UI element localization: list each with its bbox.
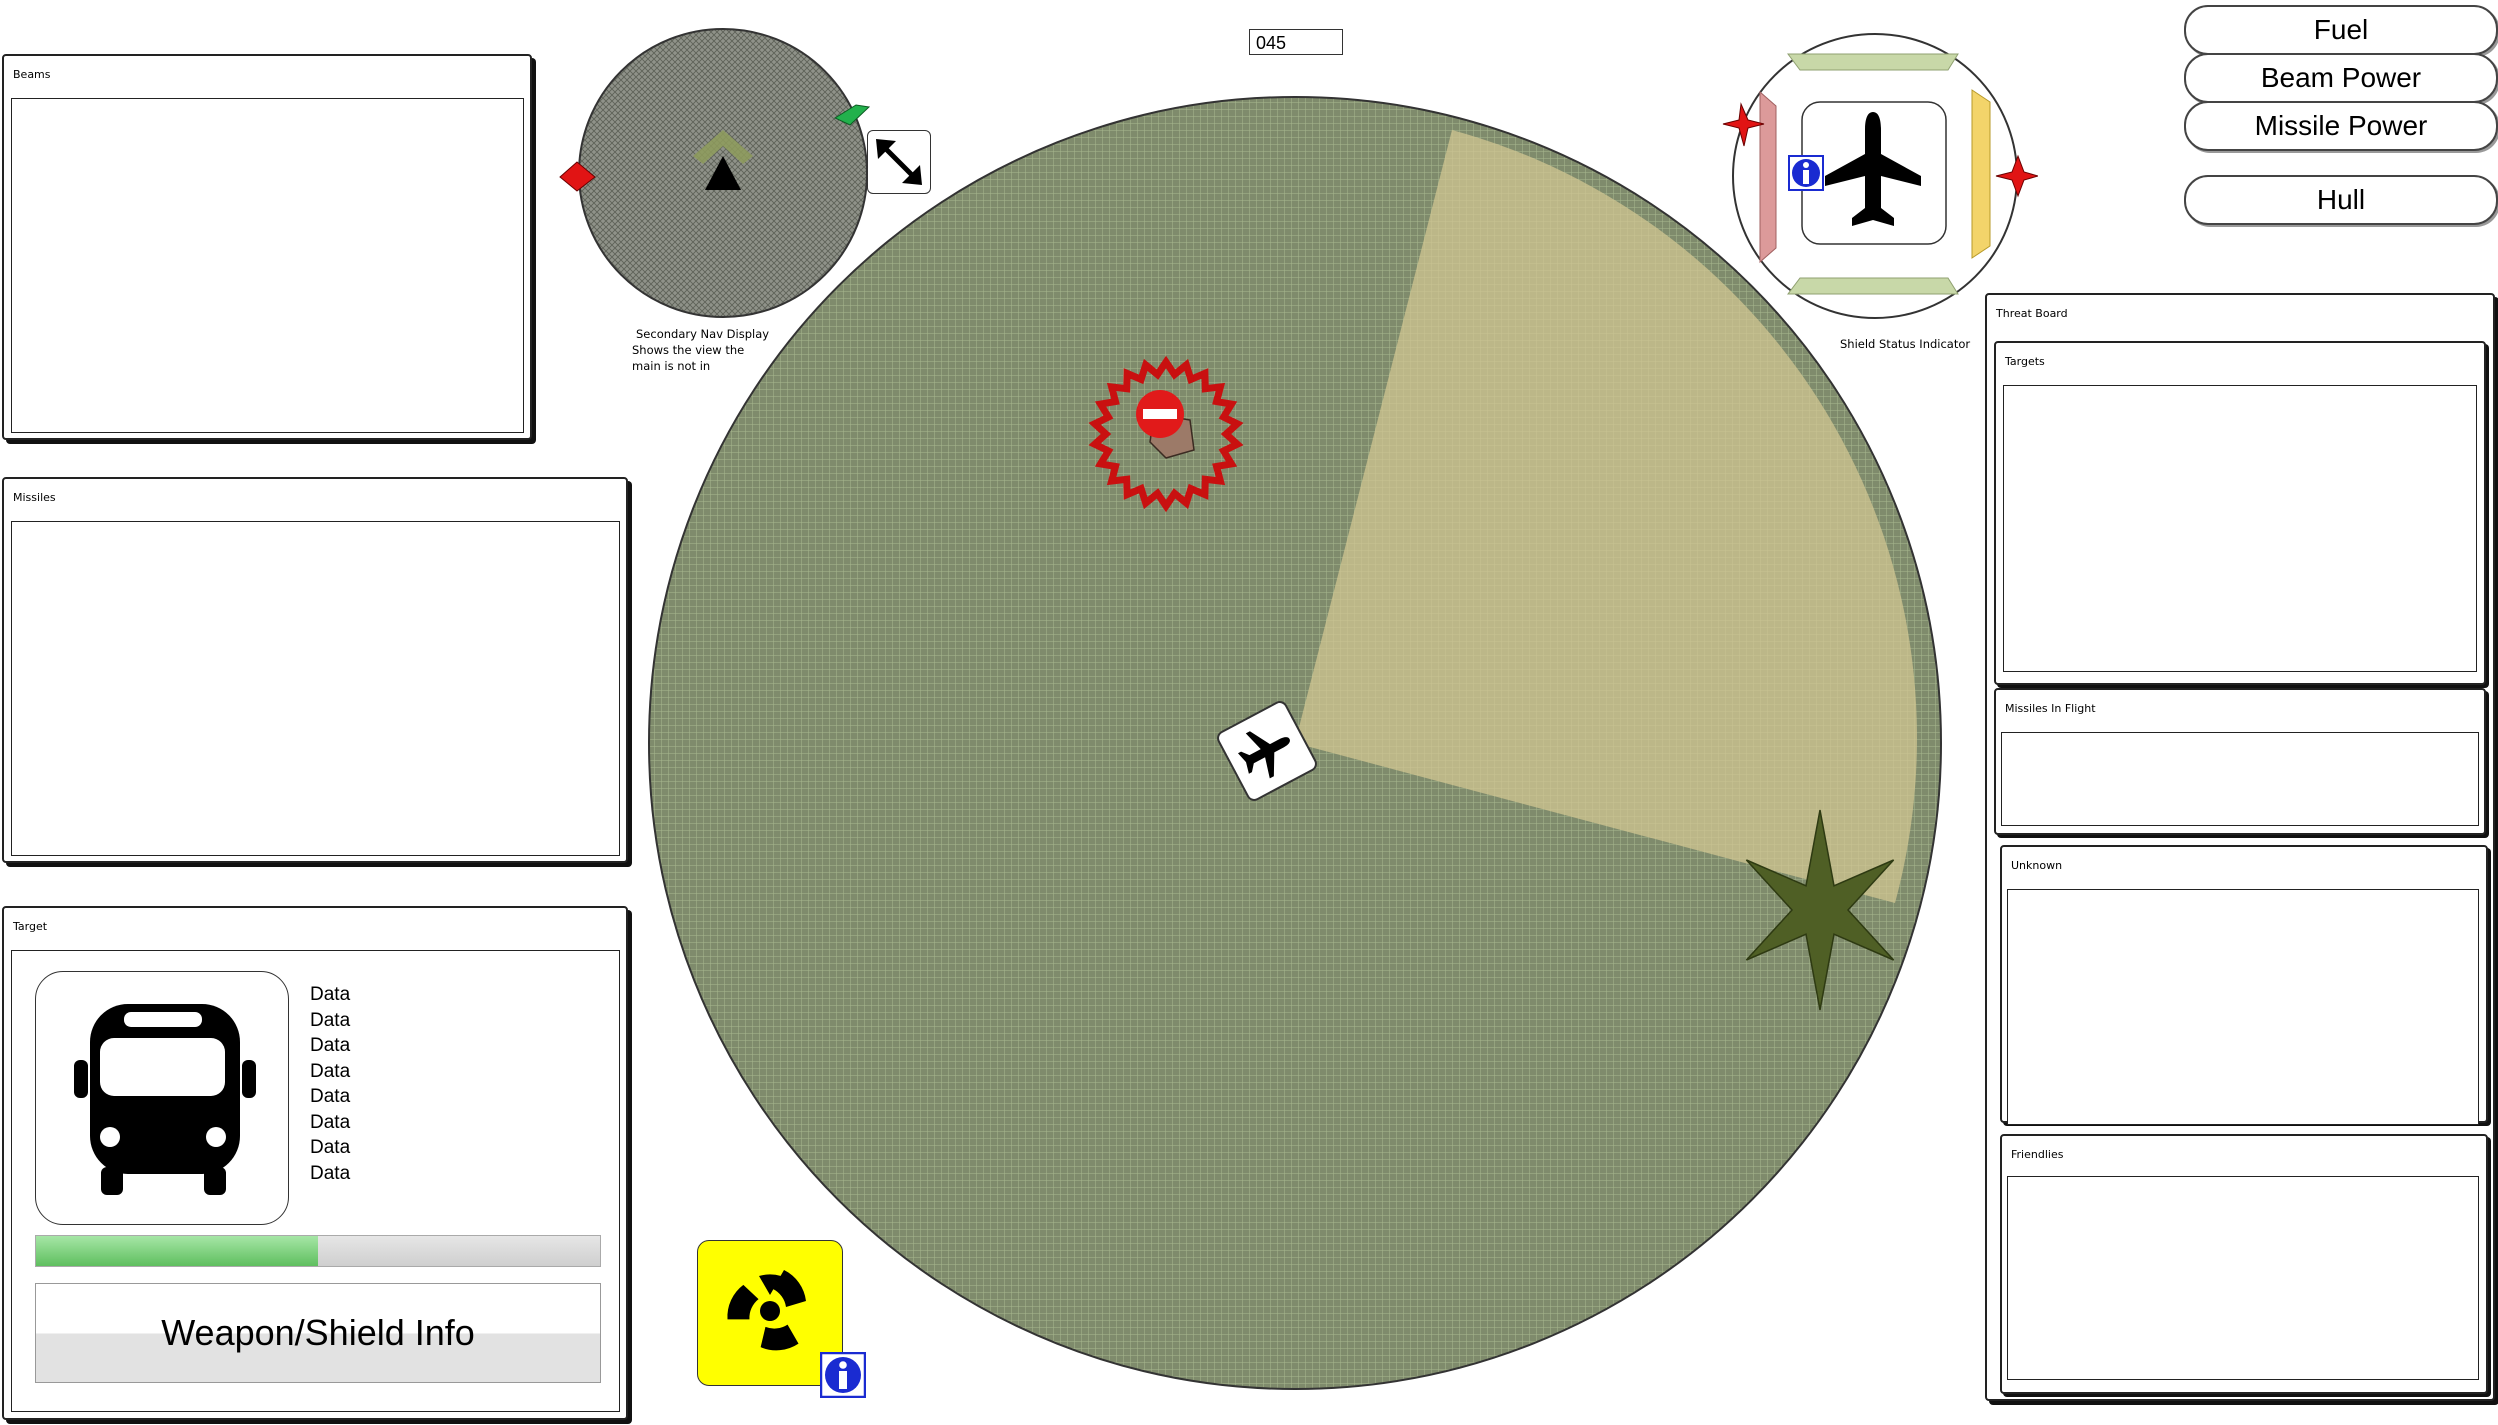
shield-front [1787, 53, 1959, 71]
secondary-nav-caption-line: Shows the view the [632, 343, 745, 357]
target-panel-title: Target [13, 920, 48, 933]
green-diamond-marker [833, 104, 871, 126]
target-data-list: Data Data Data Data Data Data Data Data [310, 982, 350, 1186]
unknown-panel: Unknown [2000, 845, 2488, 1125]
shield-left [1759, 90, 1777, 264]
friendlies-list[interactable] [2007, 1176, 2479, 1380]
targets-panel-title: Targets [2005, 355, 2045, 368]
target-progress-bar [35, 1235, 601, 1267]
fuel-button[interactable]: Fuel [2184, 5, 2498, 55]
shield-right [1971, 89, 1991, 259]
missiles-list[interactable] [11, 521, 620, 856]
hostile-burst-icon [1088, 355, 1244, 513]
airplane-icon [1237, 731, 1290, 779]
shield-status-caption: Shield Status Indicator [1840, 337, 1971, 351]
secondary-nav-caption-line: Secondary Nav Display [636, 327, 770, 341]
own-ship-marker[interactable] [1214, 698, 1320, 804]
secondary-nav-caption-line: main is not in [632, 359, 711, 373]
six-point-star-icon[interactable] [1735, 805, 1905, 1015]
weapon-shield-info-label: Weapon/Shield Info [161, 1312, 475, 1353]
target-content: Data Data Data Data Data Data Data Data … [11, 950, 620, 1412]
shield-rear [1787, 277, 1959, 295]
friendlies-panel: Friendlies [2000, 1134, 2488, 1394]
threat-board-title: Threat Board [1996, 307, 2068, 320]
missile-power-button[interactable]: Missile Power [2184, 101, 2498, 151]
expand-arrows-button[interactable] [867, 130, 931, 194]
missiles-in-flight-title: Missiles In Flight [2005, 702, 2096, 715]
threat-board-panel: Threat Board Targets Missiles In Flight … [1985, 293, 2495, 1401]
missiles-panel-title: Missiles [13, 491, 56, 504]
bus-icon [74, 1004, 256, 1195]
info-button[interactable] [1788, 155, 1824, 191]
secondary-nav-display[interactable] [555, 26, 875, 326]
info-button[interactable] [819, 1351, 867, 1399]
target-data-line: Data [310, 1162, 351, 1184]
chevron-up-icon [693, 130, 753, 164]
target-data-line: Data [310, 1009, 351, 1031]
airplane-icon [1825, 112, 1921, 226]
triangle-icon [705, 156, 741, 190]
hull-button[interactable]: Hull [2184, 175, 2498, 225]
radiation-button[interactable] [697, 1240, 843, 1386]
target-icon-card[interactable] [35, 971, 289, 1225]
missiles-in-flight-panel: Missiles In Flight [1994, 688, 2486, 835]
expand-arrows-icon [876, 139, 922, 185]
radiation-icon [727, 1270, 806, 1351]
weapon-shield-info-button[interactable]: Weapon/Shield Info [35, 1283, 601, 1383]
sensor-cone [1295, 130, 1917, 903]
target-data-line: Data [310, 1035, 351, 1056]
beams-panel-title: Beams [13, 68, 51, 81]
info-icon [819, 1351, 867, 1399]
target-data-line: Data [310, 1111, 351, 1133]
targets-panel: Targets [1994, 341, 2486, 685]
info-icon [1788, 155, 1824, 191]
target-panel: Target Data Data Data Data Data Data [2, 906, 628, 1420]
shield-status-indicator[interactable] [1718, 26, 2038, 326]
beam-power-button[interactable]: Beam Power [2184, 53, 2498, 103]
beams-panel: Beams [2, 54, 532, 440]
secondary-nav-caption: Secondary Nav Display Shows the view the… [632, 326, 769, 374]
heading-readout: 045 [1249, 29, 1343, 55]
red-star-marker-right [1995, 154, 2038, 198]
unknown-panel-title: Unknown [2011, 859, 2063, 872]
red-star-marker-left [1722, 102, 1765, 147]
friendlies-panel-title: Friendlies [2011, 1148, 2064, 1161]
target-progress-fill [36, 1236, 318, 1266]
unknown-list[interactable] [2007, 889, 2479, 1125]
missiles-in-flight-list[interactable] [2001, 732, 2479, 826]
target-data-line: Data [310, 984, 351, 1005]
target-data-line: Data [310, 1086, 351, 1107]
missiles-panel: Missiles [2, 477, 628, 863]
targets-list[interactable] [2003, 385, 2477, 672]
beams-list[interactable] [11, 98, 524, 433]
hostile-contact[interactable] [1086, 354, 1246, 514]
target-data-line: Data [310, 1137, 351, 1158]
red-diamond-marker [559, 161, 596, 192]
target-data-line: Data [310, 1060, 351, 1082]
